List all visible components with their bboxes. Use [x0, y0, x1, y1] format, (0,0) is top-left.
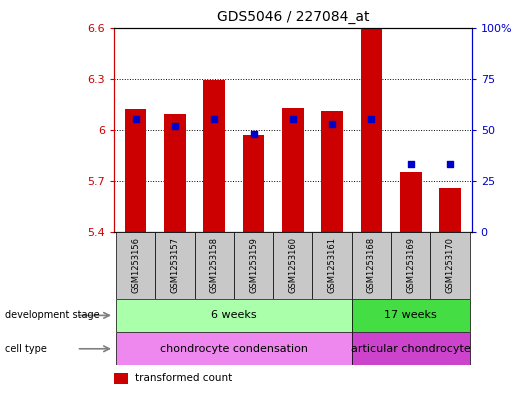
Text: GSM1253160: GSM1253160 — [288, 237, 297, 293]
Text: 6 weeks: 6 weeks — [211, 310, 257, 320]
Point — [249, 130, 258, 137]
Text: GSM1253169: GSM1253169 — [407, 237, 416, 293]
Bar — [195, 232, 234, 299]
Bar — [273, 232, 313, 299]
Text: GSM1253170: GSM1253170 — [446, 237, 455, 293]
Bar — [400, 172, 421, 232]
Text: GSM1253159: GSM1253159 — [249, 237, 258, 293]
Point — [446, 161, 454, 167]
Point — [171, 123, 179, 129]
Text: GSM1253157: GSM1253157 — [170, 237, 179, 293]
Bar — [430, 232, 470, 299]
Bar — [164, 114, 186, 232]
Text: cell type: cell type — [5, 344, 47, 354]
Bar — [243, 135, 264, 232]
Point — [367, 116, 376, 123]
Text: transformed count: transformed count — [136, 373, 233, 384]
Title: GDS5046 / 227084_at: GDS5046 / 227084_at — [217, 10, 369, 24]
Text: chondrocyte condensation: chondrocyte condensation — [160, 344, 308, 354]
Text: development stage: development stage — [5, 310, 100, 320]
Bar — [234, 232, 273, 299]
Bar — [282, 108, 304, 232]
Bar — [352, 332, 470, 365]
Point — [210, 116, 218, 123]
Bar — [155, 232, 195, 299]
Text: GSM1253158: GSM1253158 — [210, 237, 219, 293]
Point — [131, 116, 140, 123]
Bar — [204, 80, 225, 232]
Bar — [116, 332, 352, 365]
Bar — [114, 373, 128, 384]
Bar — [116, 232, 155, 299]
Point — [407, 161, 415, 167]
Text: GSM1253168: GSM1253168 — [367, 237, 376, 293]
Point — [288, 116, 297, 123]
Text: articular chondrocyte: articular chondrocyte — [351, 344, 471, 354]
Bar — [391, 232, 430, 299]
Point — [328, 120, 337, 127]
Text: GSM1253156: GSM1253156 — [131, 237, 140, 293]
Text: 17 weeks: 17 weeks — [384, 310, 437, 320]
Bar — [439, 187, 461, 232]
Bar — [352, 232, 391, 299]
Bar — [360, 29, 382, 232]
Bar — [352, 299, 470, 332]
Bar — [321, 111, 343, 232]
Bar — [125, 109, 146, 232]
Bar — [313, 232, 352, 299]
Bar — [116, 299, 352, 332]
Text: GSM1253161: GSM1253161 — [328, 237, 337, 293]
